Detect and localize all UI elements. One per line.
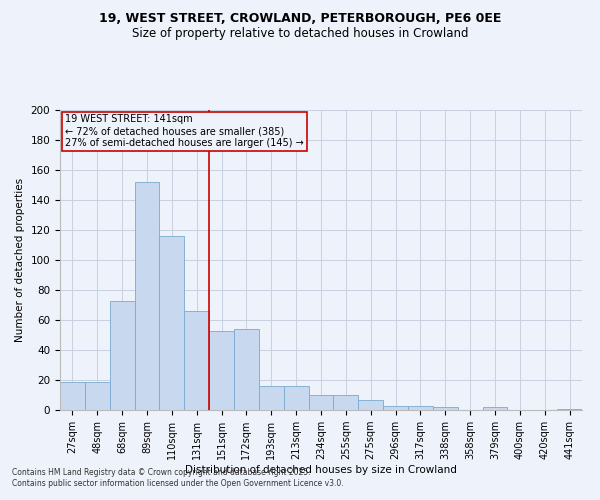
Y-axis label: Number of detached properties: Number of detached properties [15, 178, 25, 342]
Bar [284, 386, 308, 410]
Text: Size of property relative to detached houses in Crowland: Size of property relative to detached ho… [132, 28, 468, 40]
Text: Contains HM Land Registry data © Crown copyright and database right 2025.
Contai: Contains HM Land Registry data © Crown c… [12, 468, 344, 487]
Bar [134, 182, 160, 410]
Bar [60, 382, 85, 410]
Bar [557, 408, 582, 410]
X-axis label: Distribution of detached houses by size in Crowland: Distribution of detached houses by size … [185, 465, 457, 475]
Text: 19, WEST STREET, CROWLAND, PETERBOROUGH, PE6 0EE: 19, WEST STREET, CROWLAND, PETERBOROUGH,… [99, 12, 501, 26]
Bar [259, 386, 284, 410]
Bar [383, 406, 408, 410]
Bar [184, 311, 209, 410]
Bar [308, 395, 334, 410]
Bar [234, 329, 259, 410]
Bar [334, 395, 358, 410]
Bar [433, 407, 458, 410]
Text: 19 WEST STREET: 141sqm
← 72% of detached houses are smaller (385)
27% of semi-de: 19 WEST STREET: 141sqm ← 72% of detached… [65, 114, 304, 148]
Bar [85, 382, 110, 410]
Bar [209, 330, 234, 410]
Bar [482, 407, 508, 410]
Bar [110, 300, 134, 410]
Bar [160, 236, 184, 410]
Bar [358, 400, 383, 410]
Bar [408, 406, 433, 410]
